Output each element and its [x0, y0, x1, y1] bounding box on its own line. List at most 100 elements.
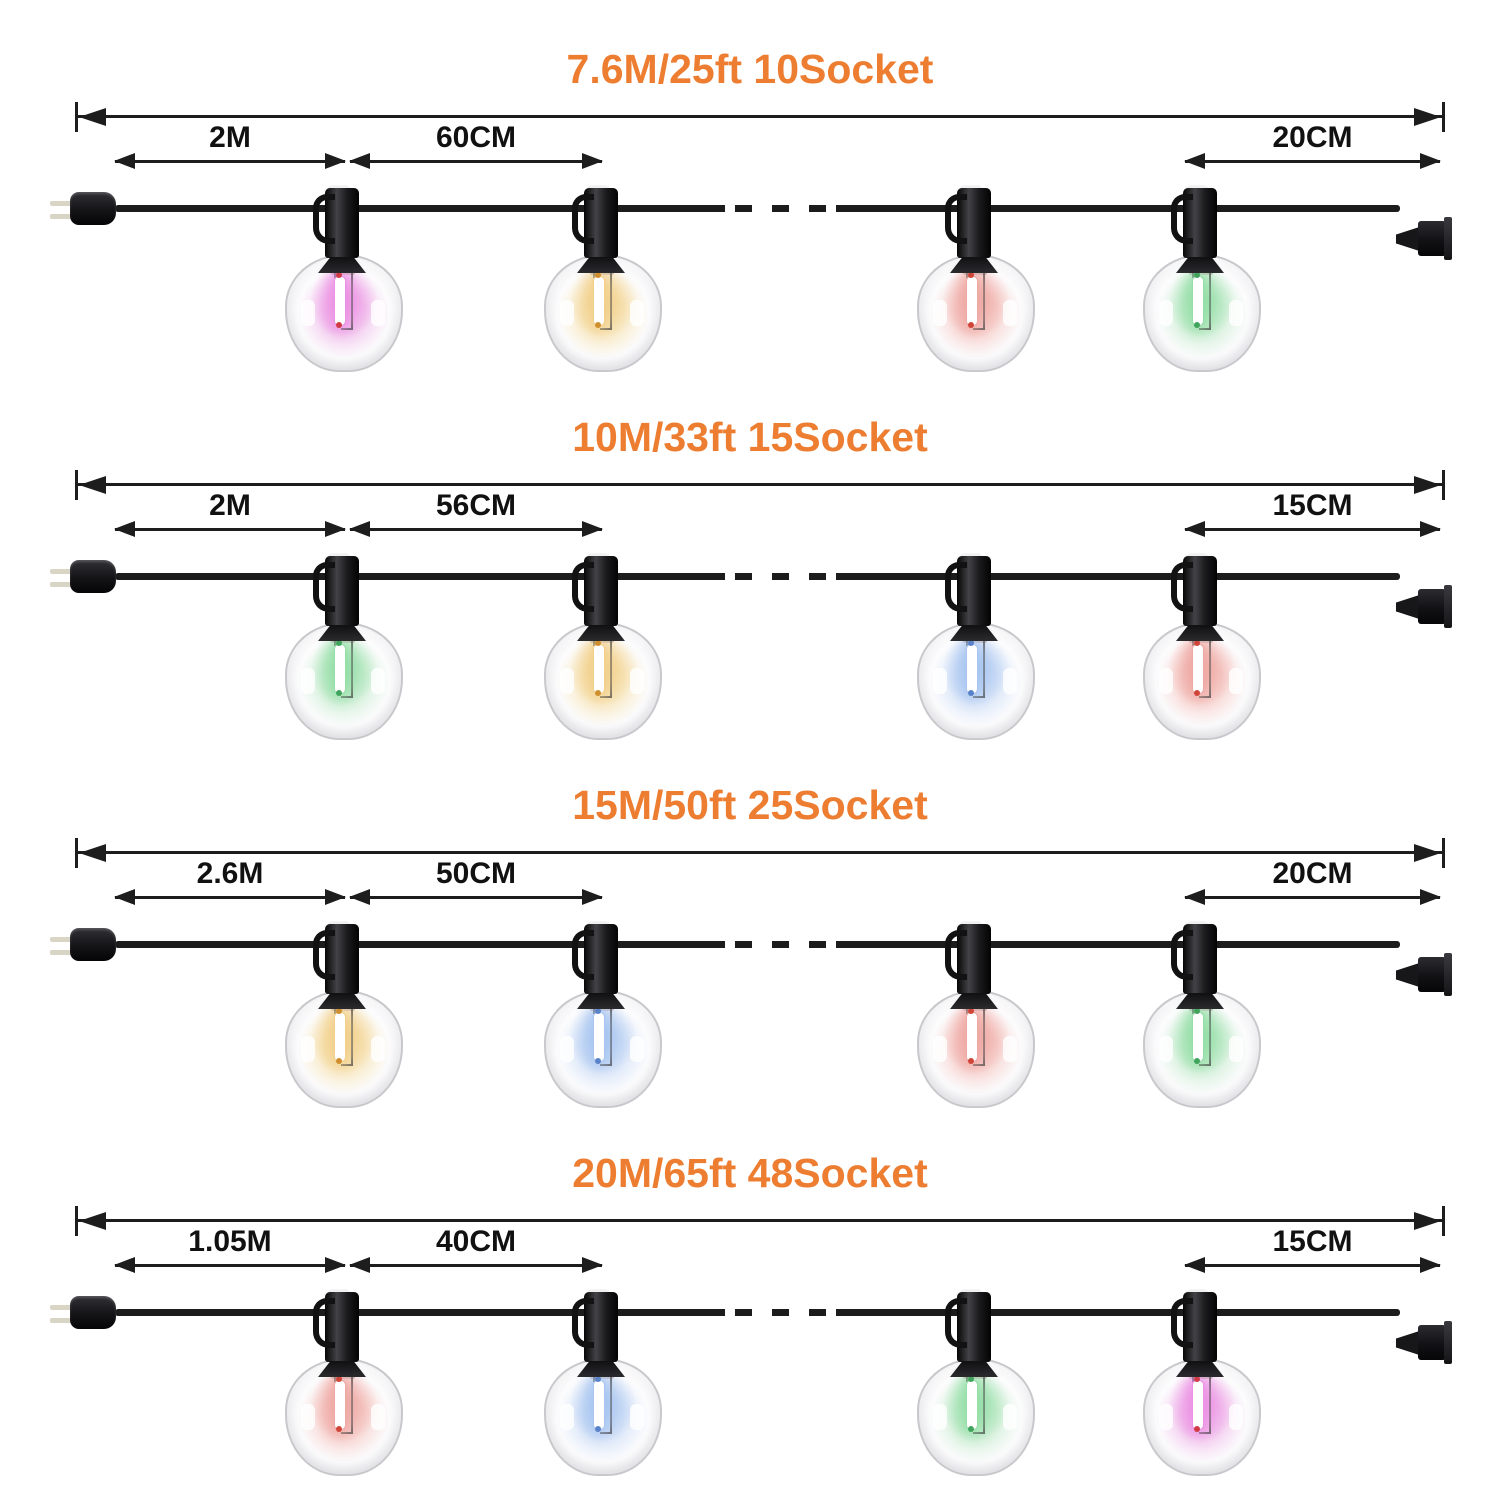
bulb-wire	[334, 1373, 336, 1382]
bulb-wire	[1192, 637, 1194, 646]
bulb-wire	[334, 269, 336, 278]
bulb-spacing-dimension: 60CM	[349, 122, 603, 169]
string-wire	[115, 1309, 1400, 1316]
bulb-wire	[966, 269, 968, 278]
variant-title: 20M/65ft 48Socket	[572, 1150, 928, 1196]
arrowhead-right-icon	[1414, 108, 1441, 126]
glass-reflection	[1003, 668, 1017, 694]
glass-reflection	[371, 1404, 385, 1430]
socket-hook-icon	[313, 194, 335, 244]
glass-reflection	[1159, 300, 1173, 326]
filament-tip	[1194, 1058, 1200, 1064]
filament-tip	[595, 1008, 601, 1014]
socket-hook-icon	[313, 562, 335, 612]
socket-hook-icon	[945, 562, 967, 612]
socket-hook-icon	[313, 1298, 335, 1348]
socket-hook-icon	[945, 194, 967, 244]
bulb-spacing-label: 40CM	[435, 1225, 517, 1258]
bulb-wire	[341, 696, 353, 698]
glass-reflection	[371, 668, 385, 694]
bulb-wire	[593, 637, 595, 646]
light-bulb-green	[1143, 254, 1261, 372]
light-bulb-magenta	[285, 254, 403, 372]
connector-rim	[1444, 217, 1452, 260]
tail-length-dimension: 20CM	[1184, 858, 1441, 905]
socket-hook-icon	[572, 562, 594, 612]
socket-hook-icon	[1171, 194, 1193, 244]
filament-tip	[336, 1426, 342, 1432]
arrowhead-left-icon	[79, 844, 106, 862]
bulb-wire	[341, 328, 353, 330]
filament-tip	[968, 690, 974, 696]
lead-length-label: 2M	[209, 489, 251, 522]
double-arrow-icon	[1184, 1257, 1441, 1273]
bulb-wire	[593, 1005, 595, 1014]
variant-diagram: 15M/50ft 25Socket 2.6M 50CM 20CM	[0, 766, 1500, 1134]
socket-hook-icon	[1171, 1298, 1193, 1348]
variant-diagram: 7.6M/25ft 10Socket 2M 60CM 20CM	[0, 30, 1500, 398]
light-bulb-green	[285, 622, 403, 740]
filament-tip	[1194, 272, 1200, 278]
filament-tip	[336, 1058, 342, 1064]
dimension-line	[77, 483, 1443, 486]
filament-tip	[595, 272, 601, 278]
socket-skirt	[1176, 993, 1224, 1009]
plug-body	[70, 192, 116, 225]
socket-skirt	[318, 993, 366, 1009]
bulb-wire	[334, 1005, 336, 1014]
bulb-wire	[1209, 1004, 1211, 1066]
plug-prong	[50, 201, 74, 206]
socket-skirt	[577, 257, 625, 273]
socket-hook-icon	[572, 1298, 594, 1348]
light-bulb-blue	[544, 990, 662, 1108]
lead-length-dimension: 2.6M	[114, 858, 346, 905]
plug-prong	[50, 950, 74, 955]
bulb-spacing-label: 50CM	[435, 857, 517, 890]
glass-reflection	[630, 668, 644, 694]
glass-reflection	[933, 668, 947, 694]
filament-tip	[595, 322, 601, 328]
double-arrow-icon	[1184, 889, 1441, 905]
socket-skirt	[1176, 625, 1224, 641]
double-arrow-icon	[114, 1257, 346, 1273]
socket-hook-icon	[1171, 930, 1193, 980]
string-wire	[115, 573, 1400, 580]
glass-reflection	[1159, 1036, 1173, 1062]
glass-reflection	[1229, 300, 1243, 326]
tail-length-label: 15CM	[1272, 489, 1353, 522]
dimension-end-tick	[1442, 838, 1445, 868]
plug-prong	[50, 937, 74, 942]
bulb-wire	[610, 1372, 612, 1434]
variant-title: 15M/50ft 25Socket	[572, 782, 928, 828]
bulb-wire	[341, 1064, 353, 1066]
variant-title: 7.6M/25ft 10Socket	[566, 46, 934, 92]
filament-tip	[1194, 1376, 1200, 1382]
lead-length-dimension: 1.05M	[114, 1226, 346, 1273]
filament-tip	[595, 690, 601, 696]
bulb-wire	[973, 1432, 985, 1434]
dimension-end-tick	[1442, 102, 1445, 132]
bulb-wire	[1199, 328, 1211, 330]
plug-body	[70, 560, 116, 593]
filament-tip	[595, 1376, 601, 1382]
socket-skirt	[950, 625, 998, 641]
bulb-wire	[983, 1372, 985, 1434]
bulb-filament	[966, 644, 978, 694]
dimension-end-tick	[75, 1206, 78, 1236]
bulb-filament	[334, 276, 346, 326]
light-bulb-red	[285, 1358, 403, 1476]
light-bulb-warm	[544, 622, 662, 740]
filament-tip	[336, 272, 342, 278]
arrowhead-right-icon	[1414, 1212, 1441, 1230]
glass-reflection	[1003, 300, 1017, 326]
dimension-line	[77, 1219, 1443, 1222]
bulb-filament	[1192, 276, 1204, 326]
glass-reflection	[371, 1036, 385, 1062]
bulb-wire	[351, 268, 353, 330]
bulb-wire	[1192, 1373, 1194, 1382]
bulb-wire	[351, 1004, 353, 1066]
plug-body	[70, 1296, 116, 1329]
glass-reflection	[301, 300, 315, 326]
glass-reflection	[630, 1036, 644, 1062]
